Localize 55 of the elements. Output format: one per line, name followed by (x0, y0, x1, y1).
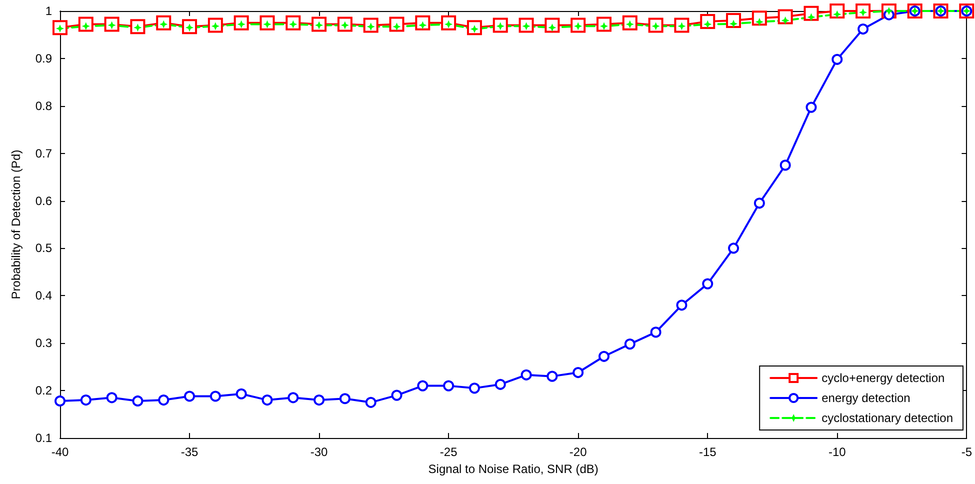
x-tick-label: -15 (698, 445, 717, 459)
y-tick-label: 0.4 (35, 288, 52, 303)
point (650, 326, 662, 338)
point (314, 394, 325, 406)
point (598, 350, 610, 362)
point (443, 380, 454, 392)
point (288, 392, 299, 404)
y-tick-label: 0.6 (35, 194, 52, 208)
x-tick-label: -30 (310, 445, 328, 459)
y-tick-label: 0.2 (35, 384, 52, 398)
y-tick-label: 0.5 (35, 241, 52, 256)
x-tick-label: -20 (569, 445, 588, 459)
point (106, 392, 118, 404)
point (754, 198, 765, 209)
point (858, 24, 869, 35)
x-tick-label: -10 (828, 445, 846, 459)
point (236, 388, 247, 400)
point (417, 380, 428, 392)
x-tick-label: -35 (180, 445, 199, 459)
legend-label: cyclo+energy detection (822, 371, 945, 385)
point (391, 390, 402, 401)
y-axis-title: Probability of Detection (Pd) (9, 150, 23, 300)
y-tick-label: 0.8 (35, 98, 52, 113)
point (262, 394, 273, 406)
x-tick-label: -40 (51, 445, 69, 459)
point (339, 393, 350, 404)
y-tick-label: 0.3 (35, 336, 52, 350)
point (624, 338, 636, 350)
point (54, 395, 66, 406)
point (468, 382, 480, 394)
y-tick-label: 0.1 (35, 431, 52, 445)
y-tick-label: 0.7 (35, 146, 52, 160)
point (520, 369, 532, 380)
point (780, 160, 791, 171)
point (365, 396, 376, 408)
x-tick-label: -25 (440, 445, 458, 459)
y-tick-label: 0.9 (35, 51, 52, 66)
point (832, 54, 843, 65)
point (184, 390, 196, 402)
point (546, 370, 558, 382)
point (210, 390, 221, 402)
point (572, 367, 584, 378)
legend-label: energy detection (822, 391, 910, 405)
x-axis-title: Signal to Noise Ratio, SNR (dB) (428, 462, 598, 476)
point (158, 394, 170, 406)
x-tick-label: -5 (961, 445, 972, 459)
point (676, 300, 688, 311)
point (132, 395, 144, 406)
point (80, 394, 92, 406)
point (728, 242, 740, 254)
point (806, 102, 817, 113)
point (702, 278, 714, 290)
legend-label: cyclostationary detection (822, 411, 954, 425)
y-tick-label: 1 (45, 4, 52, 18)
point (494, 378, 506, 390)
